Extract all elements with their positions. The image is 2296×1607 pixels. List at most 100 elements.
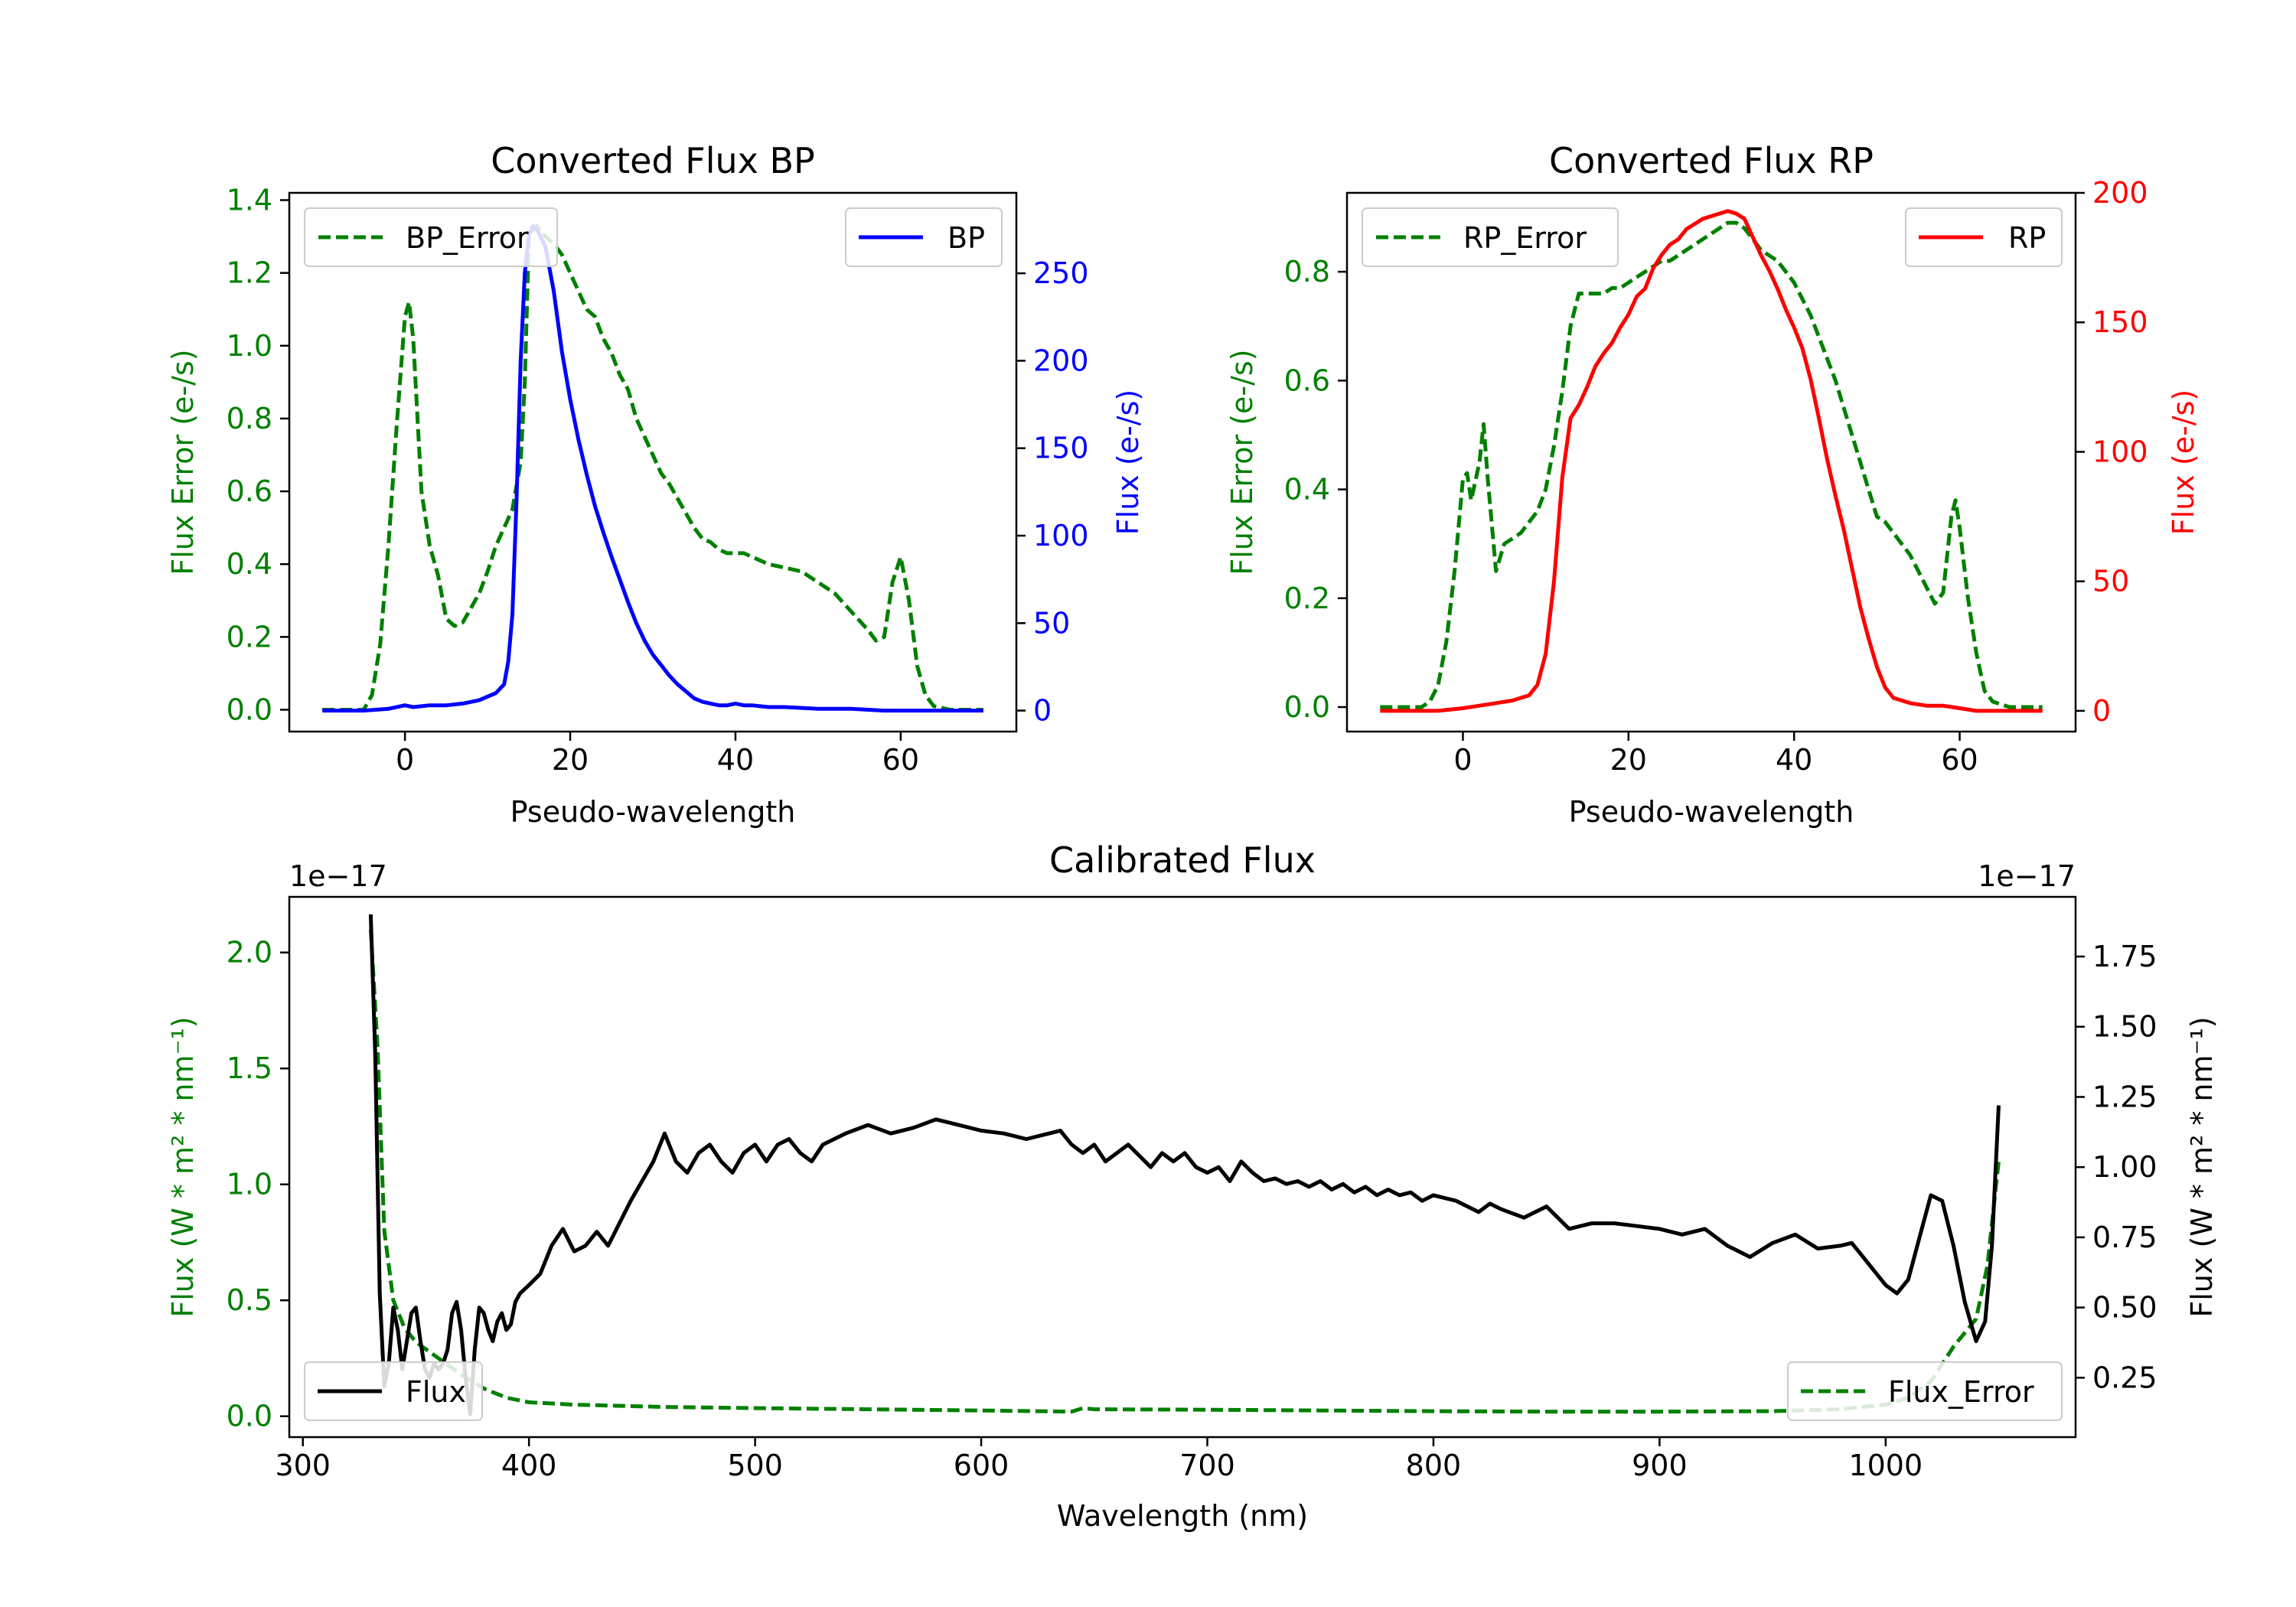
- rp-right-tick-label: 50: [2092, 565, 2129, 598]
- rp-right-tick-label: 150: [2092, 305, 2148, 339]
- bp-plot-area: [322, 223, 983, 713]
- bp-ylabel-right: Flux (e-/s): [1111, 390, 1145, 535]
- panel-bp: Converted Flux BP 0.0 0.2 0.4 0.6 0.8 1.0 1.2 1…: [166, 140, 1145, 829]
- rp-left-tick-label: 0.0: [1284, 690, 1330, 724]
- rp-x-tick-label: 60: [1941, 743, 1978, 777]
- bp-right-tick-label: 0: [1033, 694, 1052, 728]
- bp-x-tick-label: 60: [882, 743, 919, 777]
- cal-legend-left-box: [304, 1361, 483, 1421]
- rp-left-tick-label: 0.6: [1284, 363, 1330, 397]
- bp-left-tick-label: 1.0: [227, 329, 272, 363]
- cal-right-tick-label: 0.50: [2092, 1291, 2157, 1325]
- rp-legend-left-box: [1362, 207, 1619, 267]
- cal-x-tick-label: 900: [1632, 1449, 1688, 1482]
- bp-left-tick-label: 0.6: [227, 474, 272, 508]
- bp-legend-left: BP_Error: [304, 207, 558, 267]
- rp-x-tick-label: 20: [1610, 743, 1647, 777]
- bp-left-tick-label: 0.2: [227, 620, 272, 654]
- cal-legend-right-box: [1787, 1361, 2063, 1421]
- bp-x-tick-label: 0: [396, 743, 414, 777]
- cal-x-tick-label: 300: [275, 1449, 331, 1482]
- rp-x-tick-label: 40: [1776, 743, 1812, 777]
- cal-left-tick-label: 0.0: [227, 1400, 272, 1433]
- cal-right-ticks: 0.25 0.50 0.75 1.00 1.25 1.50 1.75: [2076, 940, 2157, 1394]
- rp-legend-right-label: RP: [2008, 221, 2046, 255]
- rp-x-ticks: 0 20 40 60: [1453, 732, 1978, 777]
- bp-left-tick-label: 0.4: [227, 547, 272, 581]
- cal-offset-left: 1e−17: [289, 859, 387, 893]
- cal-right-tick-label: 1.00: [2092, 1150, 2157, 1184]
- bp-xlabel: Pseudo-wavelength: [510, 795, 796, 829]
- cal-series-flux-error: [368, 929, 2001, 1414]
- rp-legend-left: RP_Error: [1362, 207, 1619, 267]
- cal-left-tick-label: 1.5: [227, 1051, 272, 1085]
- bp-legend-left-label: BP_Error: [406, 221, 529, 255]
- cal-ylabel-right: Flux (W * m² * nm⁻¹): [2185, 1016, 2219, 1317]
- bp-x-tick-label: 40: [717, 743, 754, 777]
- panel-rp: Converted Flux RP 0.0 0.2 0.4 0.6 0.8 0 50 100…: [1225, 140, 2200, 829]
- cal-right-tick-label: 1.25: [2092, 1080, 2157, 1113]
- rp-title: Converted Flux RP: [1549, 140, 1874, 181]
- cal-legend-left: Flux: [304, 1361, 483, 1421]
- rp-right-tick-label: 100: [2092, 435, 2148, 468]
- rp-legend-right: RP: [1905, 207, 2063, 267]
- bp-legend-left-box: [304, 207, 558, 267]
- rp-legend-right-box: [1905, 207, 2063, 267]
- rp-series-rp-error: [1380, 220, 2043, 709]
- cal-x-tick-label: 1000: [1848, 1449, 1923, 1482]
- rp-ylabel-right: Flux (e-/s): [2167, 390, 2200, 535]
- rp-x-tick-label: 0: [1453, 743, 1472, 777]
- bp-left-tick-label: 0.8: [227, 402, 272, 435]
- bp-right-tick-label: 250: [1033, 256, 1089, 290]
- bp-left-tick-label: 1.2: [227, 256, 272, 290]
- bp-ylabel-left: Flux Error (e-/s): [166, 349, 200, 575]
- cal-plot-area: [368, 914, 2001, 1416]
- cal-legend-left-label: Flux: [406, 1375, 466, 1409]
- bp-x-ticks: 0 20 40 60: [396, 732, 919, 777]
- cal-x-tick-label: 800: [1406, 1449, 1462, 1482]
- cal-series-flux: [368, 914, 2001, 1416]
- rp-right-tick-label: 0: [2092, 694, 2111, 728]
- cal-ylabel-left: Flux (W * m² * nm⁻¹): [166, 1016, 200, 1317]
- cal-axes-frame: [288, 895, 2077, 1439]
- bp-legend-right-box: [845, 207, 1003, 267]
- cal-x-tick-label: 700: [1179, 1449, 1235, 1482]
- cal-legend-right-label: Flux_Error: [1888, 1375, 2034, 1409]
- bp-right-tick-label: 150: [1033, 432, 1089, 465]
- bp-x-tick-label: 20: [552, 743, 589, 777]
- rp-left-ticks: 0.0 0.2 0.4 0.6 0.8: [1284, 255, 1347, 724]
- cal-x-tick-label: 600: [954, 1449, 1009, 1482]
- cal-title: Calibrated Flux: [1049, 839, 1316, 881]
- rp-left-tick-label: 0.8: [1284, 255, 1330, 288]
- panel-calibrated: Calibrated Flux 1e−17 1e−17 0.0 0.5 1.0 1.5…: [166, 839, 2219, 1533]
- bp-title: Converted Flux BP: [491, 140, 815, 181]
- rp-plot-area: [1380, 209, 2043, 713]
- cal-right-tick-label: 0.75: [2092, 1221, 2157, 1254]
- cal-legend-right: Flux_Error: [1787, 1361, 2063, 1421]
- rp-right-ticks: 0 50 100 150 200: [2076, 176, 2148, 728]
- rp-left-tick-label: 0.2: [1284, 582, 1330, 615]
- rp-right-tick-label: 200: [2092, 176, 2148, 210]
- cal-right-tick-label: 0.25: [2092, 1361, 2157, 1394]
- cal-offset-right: 1e−17: [1978, 859, 2076, 893]
- bp-series-bp-error: [322, 223, 983, 712]
- bp-left-tick-label: 0.0: [227, 693, 272, 726]
- bp-right-tick-label: 200: [1033, 344, 1089, 377]
- cal-right-tick-label: 1.50: [2092, 1010, 2157, 1044]
- cal-xlabel: Wavelength (nm): [1057, 1499, 1308, 1533]
- rp-legend-left-label: RP_Error: [1463, 221, 1587, 255]
- bp-right-ticks: 0 50 100 150 200 250: [1016, 256, 1089, 728]
- bp-legend-right-label: BP: [947, 221, 985, 255]
- bp-axes-frame: [288, 191, 1018, 733]
- cal-left-tick-label: 0.5: [227, 1283, 272, 1317]
- rp-ylabel-left: Flux Error (e-/s): [1225, 349, 1259, 575]
- cal-right-tick-label: 1.75: [2092, 940, 2157, 973]
- cal-x-ticks: 300 400 500 600 700 800 900 1000: [275, 1437, 1923, 1482]
- cal-x-tick-label: 500: [727, 1449, 783, 1482]
- bp-series-bp: [322, 223, 983, 713]
- cal-x-tick-label: 400: [501, 1449, 557, 1482]
- rp-xlabel: Pseudo-wavelength: [1569, 795, 1854, 829]
- cal-left-ticks: 0.0 0.5 1.0 1.5 2.0: [227, 936, 289, 1433]
- bp-right-tick-label: 100: [1033, 519, 1089, 553]
